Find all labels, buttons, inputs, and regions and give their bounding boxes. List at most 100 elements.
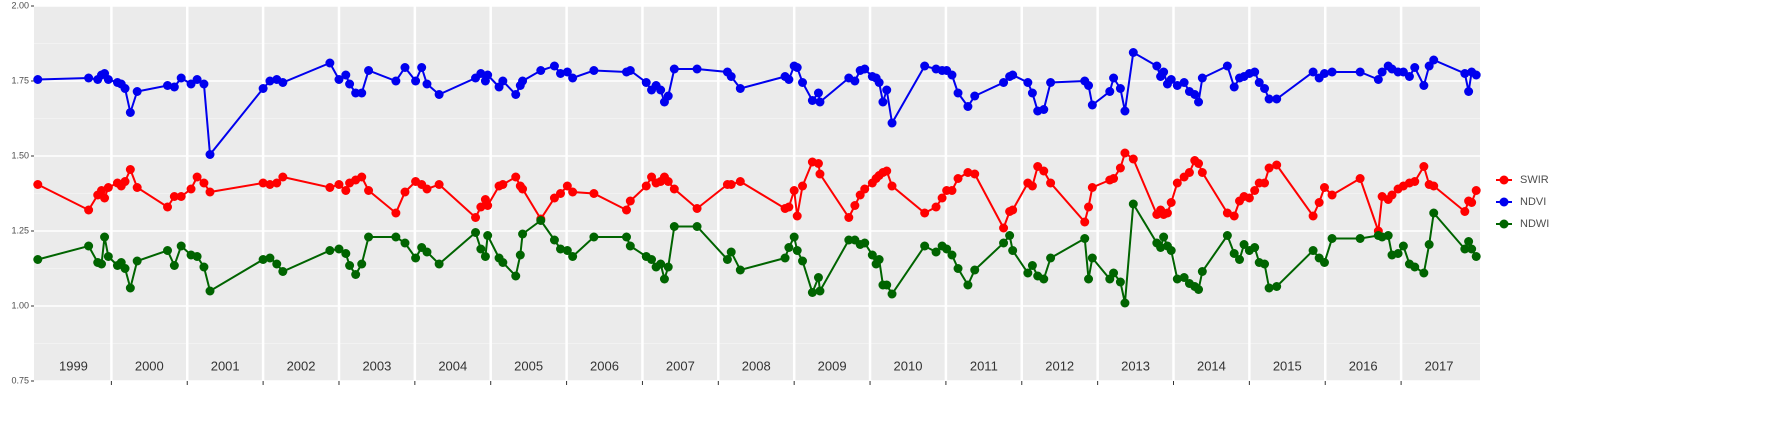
year-label: 2013 bbox=[1121, 358, 1150, 373]
data-point bbox=[887, 181, 897, 191]
data-point bbox=[1120, 148, 1130, 158]
legend: SWIR NDVI NDWI bbox=[1496, 174, 1549, 230]
data-point bbox=[1239, 240, 1249, 249]
data-point bbox=[100, 193, 110, 203]
data-point bbox=[1222, 61, 1232, 71]
data-point bbox=[722, 255, 732, 264]
data-point bbox=[1235, 255, 1245, 264]
data-point bbox=[798, 181, 808, 191]
data-point bbox=[1464, 87, 1474, 96]
data-point bbox=[970, 169, 980, 179]
data-point bbox=[1023, 268, 1033, 278]
data-point bbox=[874, 255, 884, 264]
data-point bbox=[887, 289, 897, 299]
data-point bbox=[1084, 81, 1094, 90]
data-point bbox=[1128, 48, 1138, 57]
data-point bbox=[169, 82, 179, 92]
data-point bbox=[84, 73, 94, 83]
data-point bbox=[1046, 78, 1056, 87]
data-point bbox=[1109, 73, 1119, 83]
data-point bbox=[132, 87, 142, 96]
data-point bbox=[999, 78, 1009, 87]
data-point bbox=[556, 189, 566, 198]
data-point bbox=[192, 172, 202, 182]
data-point bbox=[1398, 241, 1408, 251]
data-point bbox=[1429, 181, 1439, 191]
data-point bbox=[1115, 84, 1125, 93]
data-point bbox=[325, 246, 335, 255]
data-point bbox=[391, 232, 401, 242]
data-point bbox=[476, 69, 486, 78]
data-point bbox=[1393, 249, 1403, 258]
data-point bbox=[1254, 78, 1264, 87]
data-point bbox=[1229, 211, 1239, 221]
year-label: 2012 bbox=[1045, 358, 1074, 373]
data-point bbox=[125, 283, 135, 293]
data-point bbox=[789, 232, 799, 242]
data-point bbox=[789, 186, 799, 195]
data-point bbox=[265, 180, 275, 189]
data-point bbox=[1008, 205, 1018, 215]
data-point bbox=[1046, 178, 1056, 188]
data-point bbox=[120, 84, 130, 93]
data-point bbox=[272, 259, 282, 269]
data-point bbox=[163, 81, 173, 90]
data-point bbox=[278, 267, 288, 276]
year-label: 2014 bbox=[1197, 358, 1226, 373]
data-point bbox=[480, 252, 490, 261]
data-point bbox=[1179, 78, 1189, 87]
data-point bbox=[1319, 183, 1329, 192]
data-point bbox=[1197, 168, 1207, 177]
data-point bbox=[882, 166, 892, 176]
data-point bbox=[1197, 267, 1207, 276]
data-point bbox=[692, 204, 702, 213]
data-point bbox=[844, 213, 854, 222]
data-point bbox=[176, 241, 186, 251]
legend-label: NDVI bbox=[1520, 196, 1546, 208]
data-point bbox=[1460, 207, 1470, 216]
legend-label: SWIR bbox=[1520, 174, 1549, 186]
data-point bbox=[278, 78, 288, 87]
data-point bbox=[536, 66, 546, 75]
data-point bbox=[1172, 81, 1182, 90]
data-point bbox=[1222, 208, 1232, 218]
data-point bbox=[562, 246, 572, 255]
data-point bbox=[669, 184, 679, 194]
data-point bbox=[33, 75, 43, 84]
data-point bbox=[163, 202, 173, 212]
data-point bbox=[1429, 55, 1439, 65]
year-label: 2011 bbox=[970, 358, 998, 373]
data-point bbox=[1027, 88, 1037, 98]
data-point bbox=[400, 63, 410, 72]
data-point bbox=[1260, 178, 1270, 188]
data-point bbox=[860, 64, 870, 74]
data-point bbox=[325, 58, 335, 68]
data-point bbox=[483, 231, 493, 240]
data-point bbox=[792, 246, 802, 255]
data-point bbox=[199, 178, 209, 188]
data-point bbox=[1222, 231, 1232, 240]
data-point bbox=[970, 265, 980, 275]
data-point bbox=[947, 70, 957, 80]
data-point bbox=[1467, 198, 1477, 207]
data-point bbox=[622, 205, 632, 215]
data-point bbox=[1184, 168, 1194, 177]
data-point bbox=[1194, 285, 1204, 294]
data-point bbox=[169, 261, 179, 270]
data-point bbox=[1471, 186, 1481, 195]
data-point bbox=[549, 61, 559, 71]
data-point bbox=[850, 201, 860, 210]
data-point bbox=[807, 96, 817, 105]
data-point bbox=[1387, 190, 1397, 200]
data-point bbox=[400, 187, 410, 197]
data-point bbox=[483, 70, 493, 80]
data-point bbox=[357, 88, 367, 98]
data-point bbox=[1087, 183, 1097, 192]
data-point bbox=[1084, 202, 1094, 212]
data-point bbox=[963, 280, 973, 290]
data-point bbox=[641, 78, 651, 87]
data-point bbox=[258, 178, 268, 188]
data-point bbox=[1046, 253, 1056, 263]
data-point bbox=[1308, 246, 1318, 255]
data-point bbox=[1272, 160, 1282, 170]
